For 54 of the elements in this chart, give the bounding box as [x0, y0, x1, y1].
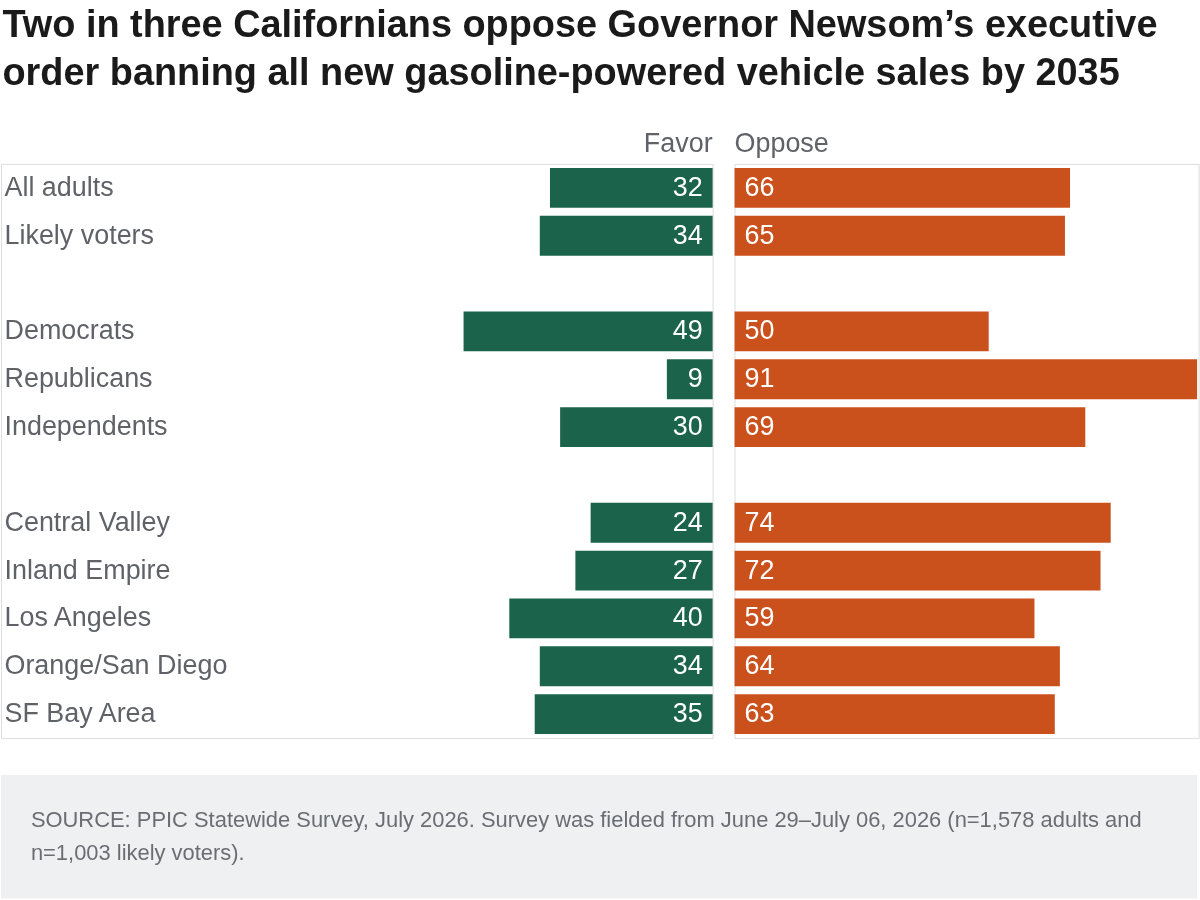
y-tick-label: All adults	[4, 171, 114, 202]
bar	[734, 694, 1055, 735]
data-label: 59	[744, 602, 775, 633]
series-label: Oppose	[734, 127, 829, 158]
data-label: 72	[744, 554, 775, 585]
bar	[539, 646, 713, 687]
data-label: 74	[744, 506, 775, 537]
y-tick-label: Independents	[4, 411, 168, 442]
data-label: 34	[672, 650, 703, 681]
data-label: 40	[672, 602, 703, 633]
bar	[575, 550, 713, 591]
source-note: SOURCE: PPIC Statewide Survey, July 2026. Survey was fielded from June 29–July 06, 2026 (n=1,578 adults and n=1,003 likely voters).	[30, 806, 1142, 865]
data-label: 65	[744, 219, 775, 250]
data-label: 66	[744, 171, 775, 202]
bar	[463, 311, 713, 352]
y-tick-label: Central Valley	[4, 506, 171, 537]
bar	[509, 598, 713, 639]
data-label: 64	[744, 650, 775, 681]
y-tick-label: SF Bay Area	[4, 698, 156, 729]
y-tick-label: Orange/San Diego	[4, 650, 228, 681]
chart-title: Two in three Californians oppose Governor Newsom’s executive order banning all new gasoline-powered vehicle sales by 2035	[2, 2, 1158, 93]
data-label: 69	[744, 411, 775, 442]
data-label: 63	[744, 698, 775, 729]
data-label: 34	[672, 219, 703, 250]
bar	[549, 167, 713, 208]
bar	[734, 502, 1111, 543]
data-label: 24	[672, 506, 703, 537]
bar	[734, 359, 1198, 400]
data-label: 49	[672, 315, 703, 346]
bar	[734, 215, 1065, 256]
bar	[560, 407, 713, 448]
series-label: Favor	[643, 127, 713, 158]
data-label: 91	[744, 363, 775, 394]
data-label: 50	[744, 315, 775, 346]
y-tick-label: Likely voters	[4, 219, 155, 250]
data-label: 32	[672, 171, 703, 202]
bar	[734, 550, 1101, 591]
bar	[590, 502, 713, 543]
y-tick-label: Republicans	[4, 363, 153, 394]
data-label: 30	[672, 411, 703, 442]
y-tick-label: Inland Empire	[4, 554, 171, 585]
data-label: 27	[672, 554, 703, 585]
data-label: 9	[687, 363, 703, 394]
data-label: 35	[672, 698, 703, 729]
bar	[666, 359, 713, 400]
bar	[734, 311, 989, 352]
bar	[534, 694, 713, 735]
bar	[734, 407, 1086, 448]
bar	[734, 646, 1060, 687]
y-tick-label: Democrats	[4, 315, 135, 346]
bar	[539, 215, 713, 256]
y-tick-label: Los Angeles	[4, 602, 152, 633]
bar	[734, 167, 1071, 208]
bar	[734, 598, 1035, 639]
